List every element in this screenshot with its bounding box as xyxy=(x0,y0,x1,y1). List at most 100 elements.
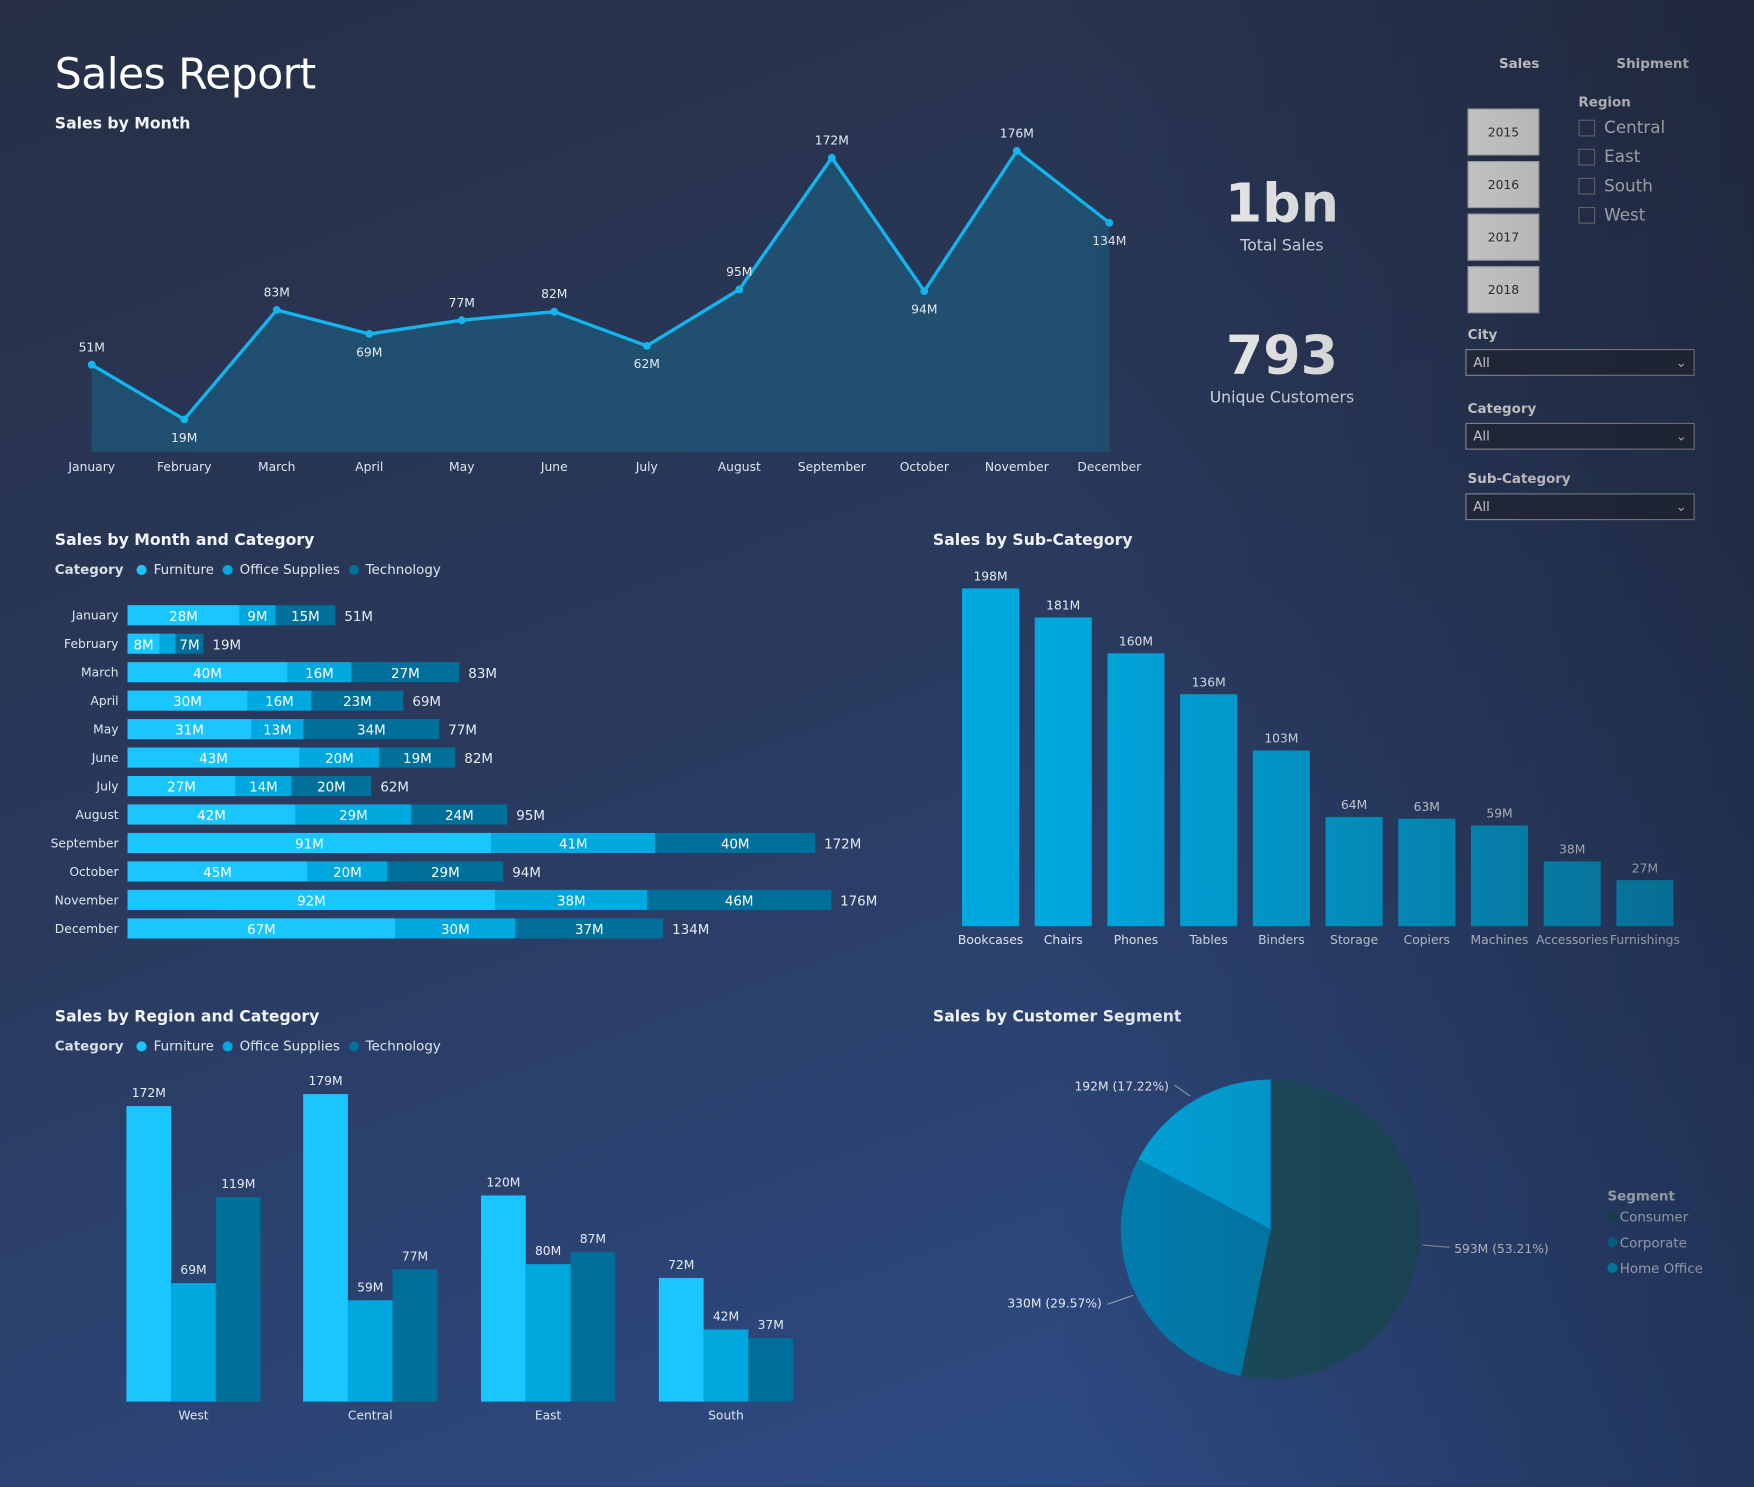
segment-label: 28M xyxy=(169,610,198,625)
checkbox-icon[interactable] xyxy=(1578,148,1596,165)
total-label: 77M xyxy=(448,724,477,739)
legend-office-supplies[interactable]: Office Supplies xyxy=(239,561,340,578)
chevron-down-icon: ⌄ xyxy=(1675,498,1687,515)
segment-label: 27M xyxy=(391,667,420,682)
data-label: 77M xyxy=(402,1249,428,1263)
bar xyxy=(1543,861,1601,927)
category-dropdown[interactable]: All ⌄ xyxy=(1465,422,1695,450)
legend-furniture[interactable]: Furniture xyxy=(153,561,214,578)
slice-label: 593M (53.21%) xyxy=(1454,1242,1548,1256)
bar-segment xyxy=(251,719,304,740)
bar xyxy=(1470,825,1529,927)
legend-dot-furniture xyxy=(136,564,147,575)
legend-office-supplies[interactable]: Office Supplies xyxy=(239,1038,340,1054)
segment-label: 24M xyxy=(445,809,474,824)
legend-furniture[interactable]: Furniture xyxy=(153,1038,214,1054)
legend-dot-technology xyxy=(348,1040,359,1051)
segment-label: 27M xyxy=(167,781,196,796)
data-point xyxy=(920,287,929,296)
checkbox-icon[interactable] xyxy=(1578,206,1596,224)
region-checkbox-south[interactable]: South xyxy=(1578,176,1653,196)
segment-label: 16M xyxy=(265,695,294,710)
bar-segment xyxy=(303,719,440,740)
subcategory-filter-label: Sub-Category xyxy=(1467,470,1571,487)
segment-label: 8M xyxy=(133,638,153,653)
bar-segment xyxy=(655,832,816,854)
total-label: 172M xyxy=(824,838,861,853)
total-label: 95M xyxy=(516,809,545,824)
checkbox-label: East xyxy=(1604,146,1641,167)
segment-label: 19M xyxy=(403,752,432,767)
tab-sales[interactable]: Sales xyxy=(1498,55,1540,72)
kpi-value: 1bn xyxy=(1224,172,1339,235)
year-2018-button[interactable]: 2018 xyxy=(1467,266,1540,314)
bar-segment xyxy=(515,918,664,939)
checkbox-icon[interactable] xyxy=(1578,177,1596,195)
city-dropdown[interactable]: All ⌄ xyxy=(1465,349,1695,376)
data-label: 63M xyxy=(1414,800,1440,814)
data-label: 59M xyxy=(1486,807,1512,821)
legend-corporate[interactable]: Corporate xyxy=(1607,1230,1702,1256)
region-checkbox-central[interactable]: Central xyxy=(1578,117,1665,138)
segment-legend-title: Segment xyxy=(1607,1187,1675,1204)
bar-segment xyxy=(287,662,352,683)
legend-technology[interactable]: Technology xyxy=(365,561,441,578)
bar xyxy=(126,1106,172,1402)
data-label: 51M xyxy=(79,340,105,354)
data-point xyxy=(272,306,281,314)
y-tick-label: June xyxy=(91,751,119,765)
data-label: 69M xyxy=(356,345,382,359)
data-point xyxy=(180,415,189,424)
bar xyxy=(1107,653,1165,927)
checkbox-icon[interactable] xyxy=(1578,119,1596,136)
x-tick-label: Furnishings xyxy=(1610,933,1680,947)
legend-title: Category xyxy=(54,561,124,578)
data-label: 37M xyxy=(758,1318,784,1332)
segment-label: 42M xyxy=(197,809,226,824)
legend-home-office[interactable]: Home Office xyxy=(1607,1256,1703,1282)
segment-label: 29M xyxy=(431,866,460,881)
segment-label: 20M xyxy=(325,752,354,767)
legend-consumer-label: Consumer xyxy=(1619,1209,1689,1225)
bar-segment xyxy=(127,861,308,882)
segment-label: 30M xyxy=(441,923,470,938)
bar xyxy=(703,1329,749,1402)
y-tick-label: August xyxy=(76,808,119,822)
subcategory-dropdown[interactable]: All ⌄ xyxy=(1465,493,1695,521)
segment-label: 20M xyxy=(333,866,362,881)
data-point xyxy=(827,153,836,162)
legend-title: Category xyxy=(54,1038,124,1054)
page-title: Sales Report xyxy=(54,49,316,99)
bar-segment xyxy=(495,889,648,910)
data-label: 19M xyxy=(171,431,197,445)
data-point xyxy=(457,316,466,325)
x-tick-label: Chairs xyxy=(1044,933,1083,947)
legend-consumer[interactable]: Consumer xyxy=(1607,1205,1702,1231)
sales-line xyxy=(90,148,1111,422)
region-checkbox-west[interactable]: West xyxy=(1578,205,1645,225)
y-tick-label: February xyxy=(64,637,118,651)
bar-segment xyxy=(379,747,456,768)
x-tick-label: Accessories xyxy=(1536,933,1608,947)
segment-legend: Segment Consumer Corporate Home Office xyxy=(1607,1184,1703,1282)
year-2016-button[interactable]: 2016 xyxy=(1467,161,1540,209)
legend-technology[interactable]: Technology xyxy=(365,1038,441,1054)
segment-label: 14M xyxy=(249,781,278,796)
kpi-unique-customers: 793 Unique Customers xyxy=(1170,329,1394,407)
year-2015-button[interactable]: 2015 xyxy=(1467,108,1540,156)
dropdown-value: All xyxy=(1473,428,1490,445)
segment-label: 40M xyxy=(721,838,750,853)
region-checkbox-east[interactable]: East xyxy=(1578,147,1640,167)
bar-segment xyxy=(275,605,336,626)
data-label: 72M xyxy=(668,1258,694,1272)
tab-shipment[interactable]: Shipment xyxy=(1616,55,1689,72)
legend-dot-office xyxy=(222,564,233,575)
bar-segment xyxy=(127,719,252,740)
year-2017-button[interactable]: 2017 xyxy=(1467,213,1540,261)
data-label: 160M xyxy=(1119,634,1153,648)
bar xyxy=(962,588,1020,927)
data-point xyxy=(1105,218,1114,227)
bar xyxy=(481,1195,526,1402)
x-tick-label: South xyxy=(708,1409,744,1423)
segment-label: 29M xyxy=(339,809,368,824)
